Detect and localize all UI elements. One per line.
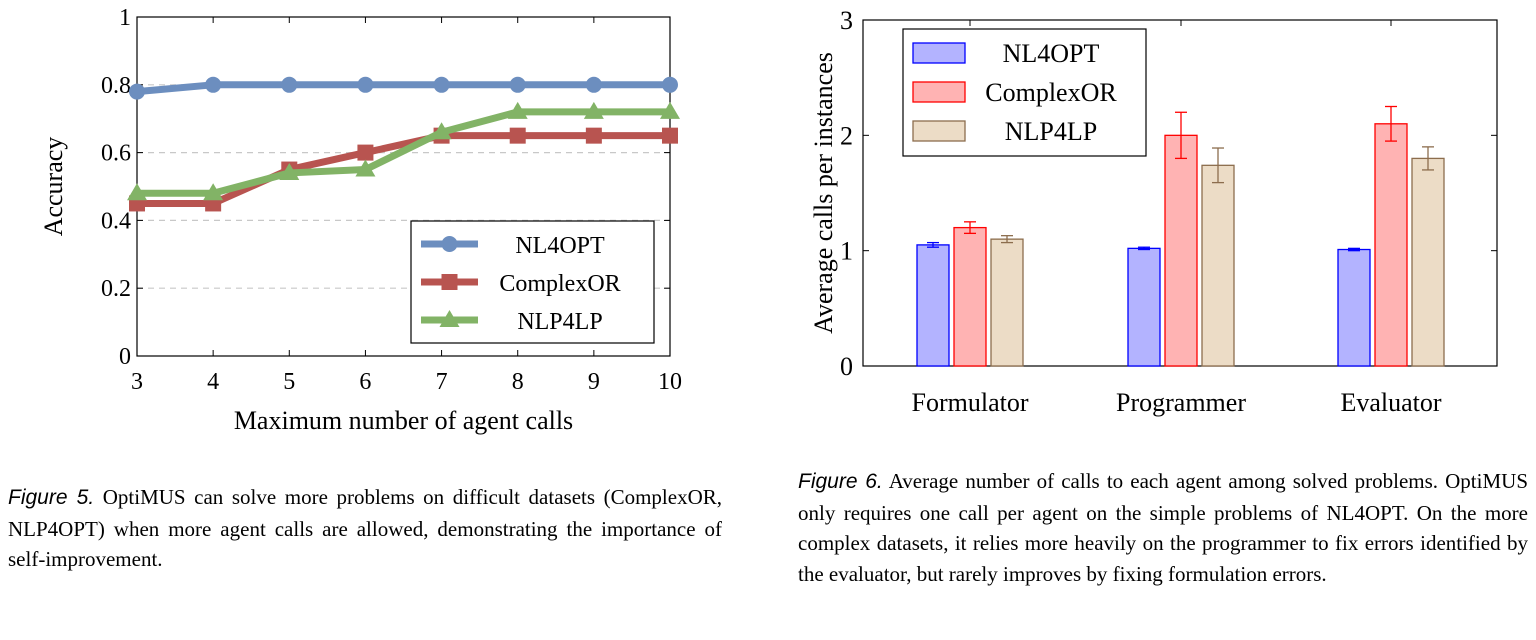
x-tick-label: Evaluator [1340, 388, 1441, 417]
series-nl4opt [916, 241, 1371, 367]
series-nlp4lp [127, 101, 680, 201]
data-point [203, 183, 224, 201]
series-nl4opt [129, 76, 678, 100]
legend-label: ComplexOR [499, 271, 620, 297]
figure-6-caption-label: Figure 6. [798, 470, 883, 493]
bar [1337, 248, 1371, 367]
legend-swatch [912, 81, 966, 103]
figure-5-line-chart: 00.20.40.60.813 4 5 6 7 8 9 10NL4OPTComplexORNL… [39, 5, 682, 435]
data-point [355, 159, 376, 177]
x-tick-label: 5 [283, 369, 295, 395]
data-point [662, 76, 678, 93]
y-tick-label: 2 [840, 121, 853, 150]
bar [1411, 157, 1445, 367]
legend-label: NLP4LP [1005, 117, 1097, 146]
x-tick-label: 3 [131, 369, 143, 395]
bar [1127, 247, 1161, 367]
x-tick-label: Formulator [912, 388, 1029, 417]
y-tick-label: 0 [119, 344, 131, 370]
data-point [507, 101, 528, 119]
y-tick-label: 3 [840, 6, 853, 35]
figure-5-caption-label: Figure 5. [8, 486, 95, 509]
data-point [660, 101, 680, 119]
y-tick-label: 0.4 [101, 208, 131, 234]
x-tick-label: Programmer [1116, 388, 1246, 417]
data-point [279, 162, 300, 180]
bar [1201, 164, 1235, 367]
legend-swatch [912, 120, 966, 142]
data-point [585, 127, 602, 144]
legend: NL4OPT ComplexOR NLP4LP [410, 220, 655, 344]
x-tick-label: 10 [658, 369, 682, 395]
series-line [137, 132, 670, 207]
data-point [129, 83, 145, 100]
figures-canvas: 00.20.40.60.813 4 5 6 7 8 9 10NL4OPTComplexORNL… [39, 5, 1498, 435]
data-point [662, 127, 678, 144]
legend-marker [441, 236, 458, 252]
legend-label: ComplexOR [985, 78, 1117, 107]
bar [1164, 134, 1198, 367]
legend-marker [439, 310, 460, 327]
y-tick-label: 0.2 [101, 276, 131, 302]
x-tick-label: 4 [207, 369, 219, 395]
bar [1374, 123, 1408, 367]
legend-marker [441, 274, 458, 290]
x-axis-label: Maximum number of agent calls [234, 406, 573, 435]
bar [916, 244, 950, 367]
legend-swatch [912, 42, 966, 64]
series-line [136, 81, 670, 96]
x-tick-label: 9 [588, 369, 600, 395]
data-point [281, 76, 298, 93]
y-tick-label: 0.6 [101, 141, 131, 167]
x-tick-label: 8 [512, 369, 524, 395]
legend-label: NL4OPT [515, 233, 605, 259]
y-axis-label: Accuracy [39, 137, 68, 237]
data-point [431, 122, 452, 140]
figure-5-caption-text: OptiMUS can solve more problems on diffi… [8, 485, 723, 571]
data-point [583, 101, 604, 119]
x-tick-label: 7 [436, 369, 448, 395]
legend-label: NL4OPT [1003, 39, 1100, 68]
series-line [137, 108, 670, 197]
y-tick-label: 1 [840, 237, 853, 266]
x-tick-label: 6 [359, 369, 371, 395]
bar [953, 226, 987, 367]
legend-label: NLP4LP [517, 309, 602, 335]
data-point [357, 76, 374, 93]
y-tick-label: 0 [840, 352, 853, 381]
y-axis-label: Average calls per instances [809, 52, 838, 334]
y-tick-label: 0.8 [101, 73, 131, 99]
data-point [585, 76, 602, 93]
data-point [357, 144, 374, 161]
data-point [205, 76, 222, 93]
bar [990, 238, 1024, 367]
data-point [127, 183, 147, 201]
series-complexor [953, 105, 1408, 367]
figure-6-caption: Figure 6. Average number of calls to eac… [798, 466, 1528, 589]
figure-6-bar-chart: 0 1 2 3 Formulator Programmer Evaluator NL4OPT C… [809, 6, 1498, 417]
figure-5-caption: Figure 5. OptiMUS can solve more problem… [8, 482, 722, 575]
data-point [509, 76, 526, 93]
y-tick-label: 1 [119, 5, 131, 31]
data-point [509, 127, 526, 144]
data-point [433, 76, 450, 93]
figure-6-caption-text: Average number of calls to each agent am… [798, 469, 1528, 586]
series-nlp4lp [990, 146, 1445, 367]
legend: NL4OPT ComplexOR NLP4LP [902, 28, 1147, 157]
